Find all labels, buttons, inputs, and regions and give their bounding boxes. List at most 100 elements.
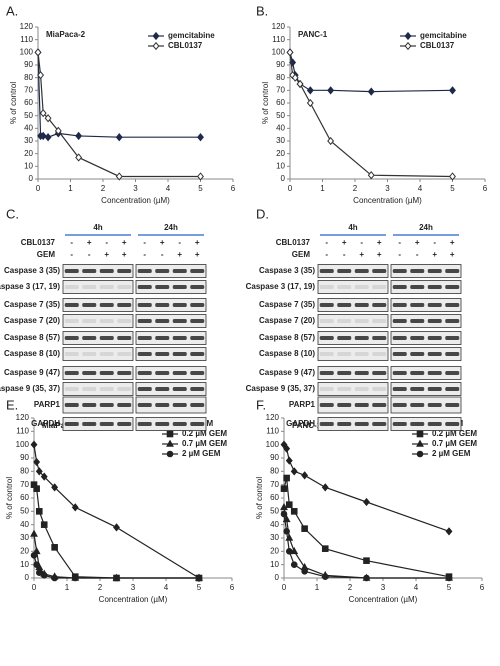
blot-band xyxy=(190,336,205,340)
blot-band xyxy=(337,269,352,273)
blot-band xyxy=(64,319,79,323)
blot-band xyxy=(117,352,132,356)
blot-band xyxy=(354,269,369,273)
blot-box xyxy=(390,396,462,414)
blot-band xyxy=(99,387,114,391)
y-tick-label: 50 xyxy=(24,111,33,120)
blot-band xyxy=(427,269,442,273)
blot-box xyxy=(390,366,462,380)
x-tick-label: 2 xyxy=(101,184,106,193)
blot-box xyxy=(135,280,207,294)
y-tick-label: 30 xyxy=(276,136,285,145)
treatment-sign: - xyxy=(105,238,108,247)
marker xyxy=(197,172,204,181)
treatment-sign: + xyxy=(377,238,382,247)
marker xyxy=(33,457,41,467)
blot-band xyxy=(392,352,407,356)
blot-band xyxy=(372,303,387,307)
blot-band xyxy=(137,387,152,391)
blot-band xyxy=(155,285,170,289)
treatment-sign: - xyxy=(343,250,346,259)
marker xyxy=(75,131,83,141)
blot-band xyxy=(445,336,460,340)
treatment-sign: - xyxy=(433,238,436,247)
panel-label: B. xyxy=(256,3,268,18)
blot-band xyxy=(392,336,407,340)
marker xyxy=(296,79,304,89)
row-label: PARP1 xyxy=(34,400,61,409)
treatment-sign: + xyxy=(432,250,437,259)
blot-band xyxy=(155,269,170,273)
blot-band xyxy=(319,319,334,323)
x-tick-label: 2 xyxy=(98,583,103,592)
panel-label: D. xyxy=(256,206,269,221)
x-tick-label: 0 xyxy=(282,583,287,592)
blot-band xyxy=(82,387,97,391)
legend-label: CBL0137 xyxy=(168,41,203,50)
blot-band xyxy=(190,352,205,356)
marker xyxy=(35,569,43,576)
y-tick-label: 80 xyxy=(20,466,29,475)
y-tick-label: 70 xyxy=(20,480,29,489)
y-tick-label: 100 xyxy=(266,440,280,449)
blot-band xyxy=(372,403,387,407)
series-line xyxy=(283,513,449,579)
marker xyxy=(35,508,43,515)
row-label: Caspase 7 (35) xyxy=(4,300,60,309)
treatment-sign: - xyxy=(360,238,363,247)
annotation: PANC-1 xyxy=(292,421,322,430)
x-tick-label: 5 xyxy=(447,583,452,592)
legend-label: 0.7 µM GEM xyxy=(432,439,477,448)
blot-band xyxy=(319,371,334,375)
x-tick-label: 3 xyxy=(385,184,390,193)
x-axis-label: Concentration (µM) xyxy=(101,196,170,205)
x-tick-label: 4 xyxy=(166,184,171,193)
marker xyxy=(285,456,293,465)
marker xyxy=(30,529,38,537)
blot-band xyxy=(190,422,205,426)
blot-band xyxy=(190,269,205,273)
x-tick-label: 1 xyxy=(68,184,73,193)
blot-band xyxy=(392,285,407,289)
x-tick-label: 0 xyxy=(288,184,293,193)
y-tick-label: 50 xyxy=(276,111,285,120)
treatment-sign: - xyxy=(325,238,328,247)
blot-band xyxy=(190,387,205,391)
y-axis-label: % of control xyxy=(5,477,14,519)
x-tick-label: 2 xyxy=(353,184,358,193)
blot-band xyxy=(155,336,170,340)
marker xyxy=(291,73,299,82)
blot-band xyxy=(172,352,187,356)
row-label: Caspase 3 (17, 19) xyxy=(246,282,316,291)
row-label: Caspase 9 (35, 37) xyxy=(246,384,316,393)
marker xyxy=(404,41,412,51)
y-tick-label: 90 xyxy=(20,453,29,462)
treatment-sign: - xyxy=(178,238,181,247)
panel-label: F. xyxy=(256,397,266,412)
blot-box xyxy=(317,298,389,312)
blot-band xyxy=(117,422,132,426)
y-tick-label: 40 xyxy=(20,520,29,529)
treatment-sign: - xyxy=(88,250,91,259)
y-tick-label: 100 xyxy=(16,440,30,449)
y-tick-label: 120 xyxy=(272,22,286,31)
y-tick-label: 90 xyxy=(270,453,279,462)
blot-band xyxy=(319,352,334,356)
blot-box xyxy=(62,347,134,361)
marker xyxy=(40,521,48,528)
series-line xyxy=(33,444,200,579)
x-tick-label: 4 xyxy=(418,184,423,193)
blot-band xyxy=(82,352,97,356)
panel-label: E. xyxy=(6,397,18,412)
blot-band xyxy=(137,371,152,375)
marker xyxy=(75,153,83,162)
x-tick-label: 6 xyxy=(230,583,235,592)
row-label: PARP1 xyxy=(289,400,316,409)
row-label: GAPDH xyxy=(31,419,60,428)
blot-band xyxy=(372,371,387,375)
marker xyxy=(115,133,123,142)
y-tick-label: 40 xyxy=(24,123,33,132)
marker xyxy=(285,501,293,508)
blot-box xyxy=(62,382,134,396)
blot-band xyxy=(337,319,352,323)
